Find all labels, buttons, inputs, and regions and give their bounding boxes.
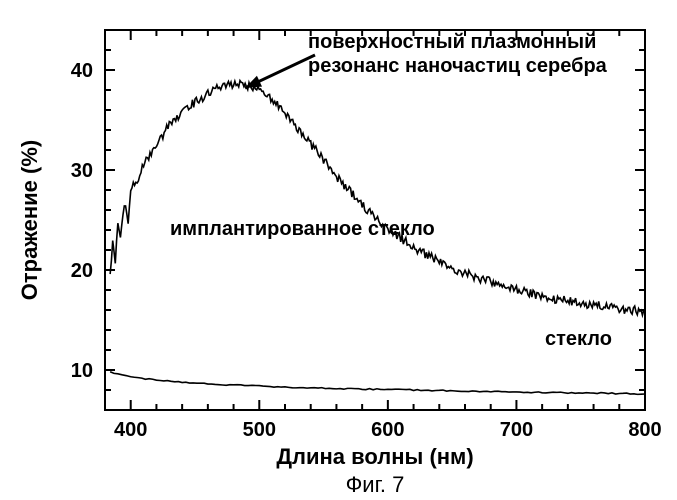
y-tick-label: 40 [71,60,93,82]
annotation-plasmon_label: резонанс наночастиц серебра [308,55,608,77]
annotation-glass_label: стекло [545,328,612,350]
x-tick-label: 600 [371,419,404,441]
reflectance-chart: 400 500 600 700 800 10 20 30 40 поверхностный п… [0,0,677,500]
figure-caption: Фиг. 7 [346,472,405,497]
x-tick-label: 700 [500,419,533,441]
y-tick-label: 10 [71,360,93,382]
annotation-implanted_label: имплантированное стекло [170,218,435,240]
y-tick-label: 20 [71,260,93,282]
x-tick-label: 800 [628,419,661,441]
x-axis-title: Длина волны (нм) [276,444,473,469]
y-axis-title: Отражение (%) [17,140,42,300]
x-tick-label: 400 [114,419,147,441]
annotation-plasmon_label: поверхностный плазмонный [308,31,596,53]
x-tick-label: 500 [243,419,276,441]
y-tick-label: 30 [71,160,93,182]
